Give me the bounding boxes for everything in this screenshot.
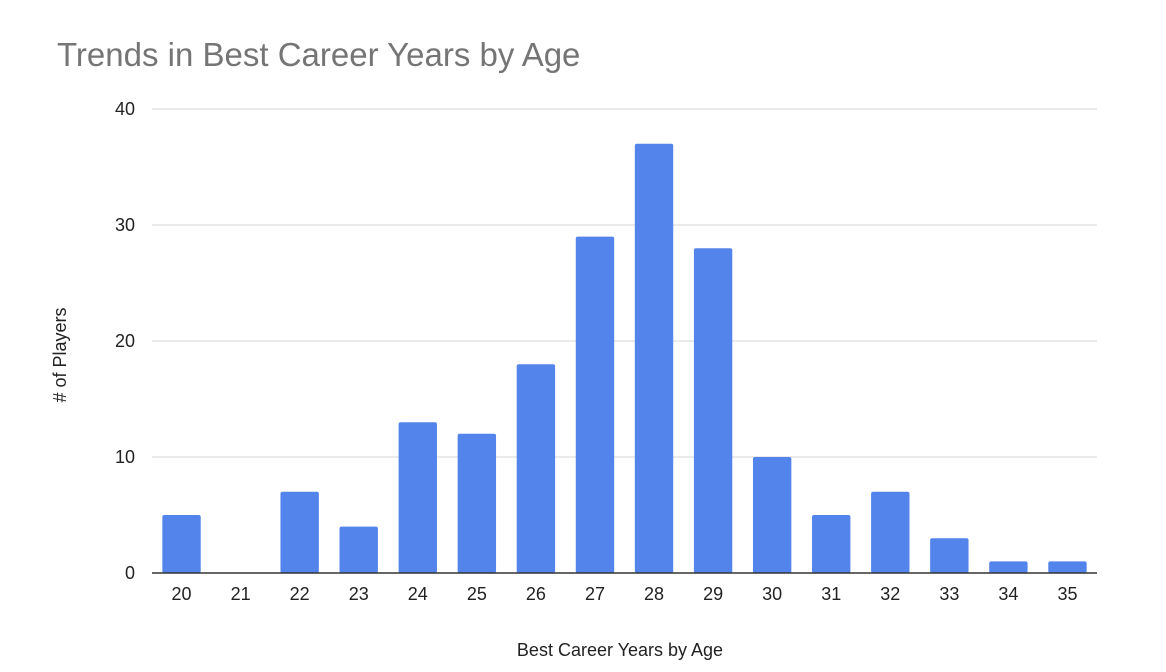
x-tick-label: 25 <box>467 584 487 604</box>
x-tick-label: 35 <box>1057 584 1077 604</box>
bar-22 <box>280 491 319 573</box>
x-axis-label: Best Career Years by Age <box>517 640 723 660</box>
x-tick-label: 21 <box>231 584 251 604</box>
bar-24 <box>398 422 437 573</box>
y-tick-label: 10 <box>115 447 135 467</box>
bar-35 <box>1048 561 1087 573</box>
bar-29 <box>693 248 733 573</box>
bars <box>162 143 1087 574</box>
x-tick-label: 32 <box>880 584 900 604</box>
x-tick-label: 30 <box>762 584 782 604</box>
x-tick-label: 22 <box>290 584 310 604</box>
bar-20 <box>162 515 201 573</box>
bar-32 <box>871 491 910 573</box>
grid-lines <box>152 108 1097 458</box>
bar-26 <box>516 364 556 573</box>
x-tick-label: 29 <box>703 584 723 604</box>
y-axis-label: # of Players <box>50 307 70 402</box>
x-tick-label: 26 <box>526 584 546 604</box>
bar-34 <box>989 561 1028 573</box>
x-tick-label: 27 <box>585 584 605 604</box>
y-tick-label: 0 <box>125 563 135 583</box>
bar-33 <box>930 538 969 573</box>
x-tick-label: 23 <box>349 584 369 604</box>
x-tick-label: 31 <box>821 584 841 604</box>
bar-23 <box>339 526 378 573</box>
chart-title: Trends in Best Career Years by Age <box>57 36 581 73</box>
x-tick-label: 20 <box>172 584 192 604</box>
bar-28 <box>634 143 674 574</box>
bar-27 <box>575 236 615 573</box>
bar-31 <box>812 515 851 573</box>
x-tick-label: 34 <box>998 584 1018 604</box>
y-tick-label: 30 <box>115 215 135 235</box>
y-tick-label: 20 <box>115 331 135 351</box>
x-tick-label: 28 <box>644 584 664 604</box>
x-tick-label: 24 <box>408 584 428 604</box>
axes: 0 10 20 30 40 20 21 22 23 24 25 26 27 28 29 30 31 32 33 34 3… <box>115 99 1097 604</box>
bar-25 <box>457 433 497 573</box>
x-tick-label: 33 <box>939 584 959 604</box>
bar-30 <box>752 457 792 573</box>
y-tick-label: 40 <box>115 99 135 119</box>
